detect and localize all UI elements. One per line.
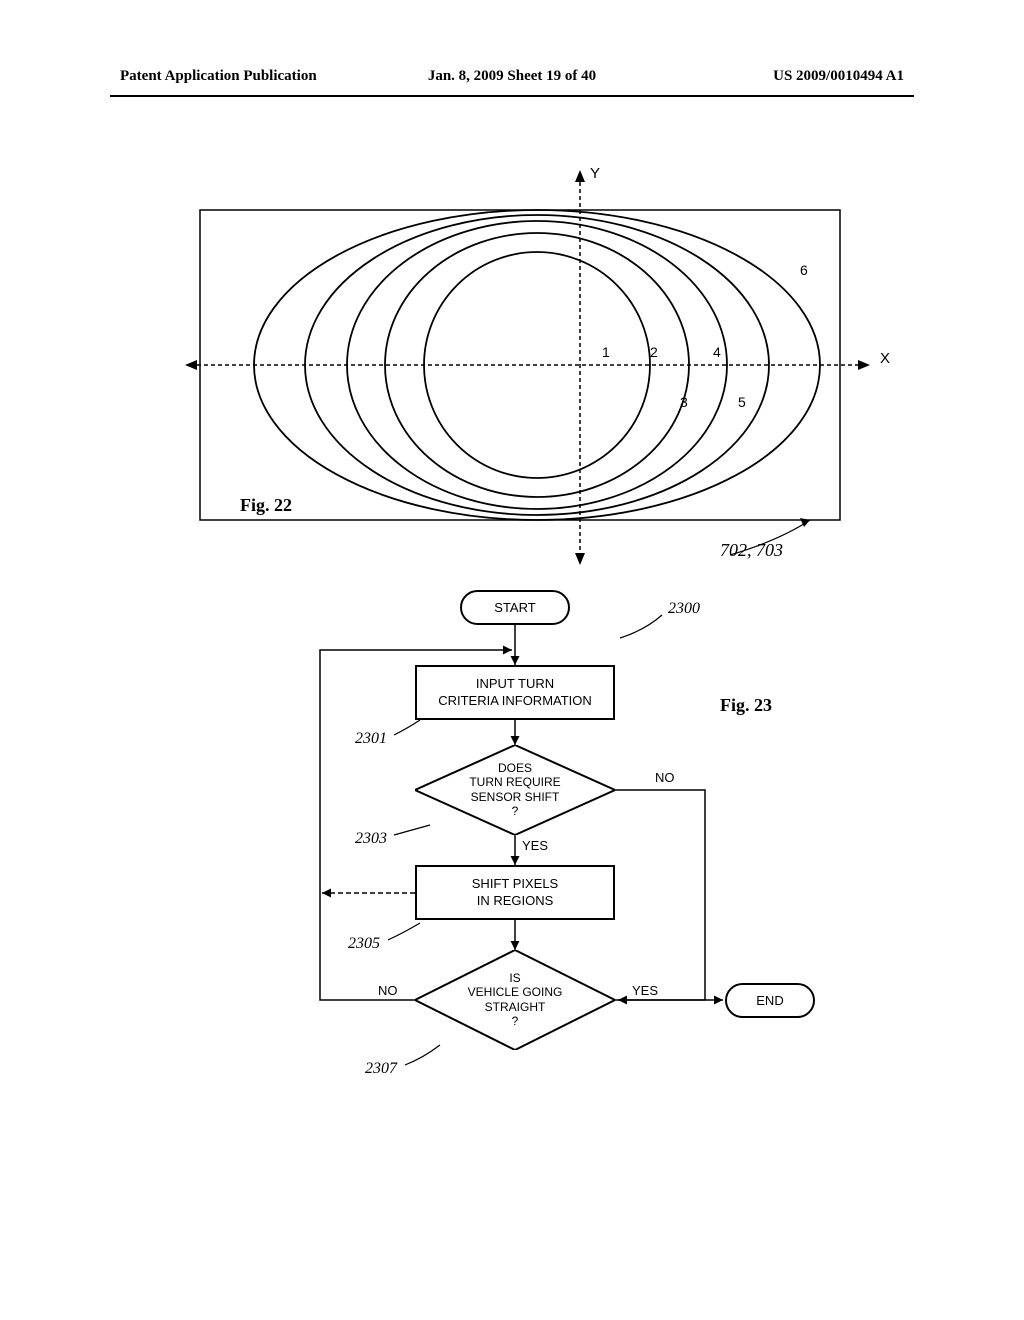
ref-2300: 2300 bbox=[668, 600, 700, 618]
dec1-label: DOES TURN REQUIRE SENSOR SHIFT ? bbox=[435, 761, 595, 819]
region-2: 2 bbox=[650, 344, 658, 360]
ref-2305: 2305 bbox=[348, 935, 380, 953]
ref-2303: 2303 bbox=[355, 830, 387, 848]
start-label: START bbox=[494, 600, 535, 615]
header-rule bbox=[110, 95, 914, 97]
dec2-yes-label: YES bbox=[632, 983, 658, 998]
header-left: Patent Application Publication bbox=[120, 68, 381, 85]
dec1-no-label: NO bbox=[655, 770, 675, 785]
flow-decision-sensor-shift: DOES TURN REQUIRE SENSOR SHIFT ? bbox=[415, 745, 615, 835]
region-1: 1 bbox=[602, 344, 610, 360]
shift-label: SHIFT PIXELS IN REGIONS bbox=[472, 876, 558, 910]
fig23-edges bbox=[260, 580, 860, 1140]
end-label: END bbox=[756, 993, 783, 1008]
dec1-yes-label: YES bbox=[522, 838, 548, 853]
region-3: 3 bbox=[680, 394, 688, 410]
region-5: 5 bbox=[738, 394, 746, 410]
flow-input-criteria: INPUT TURN CRITERIA INFORMATION bbox=[415, 665, 615, 720]
axis-x-label: X bbox=[880, 350, 890, 367]
input-label: INPUT TURN CRITERIA INFORMATION bbox=[438, 676, 592, 710]
header-center: Jan. 8, 2009 Sheet 19 of 40 bbox=[381, 68, 642, 85]
flow-shift-pixels: SHIFT PIXELS IN REGIONS bbox=[415, 865, 615, 920]
page-header: Patent Application Publication Jan. 8, 2… bbox=[0, 68, 1024, 85]
dec2-label: IS VEHICLE GOING STRAIGHT ? bbox=[435, 971, 595, 1029]
fig22-refnum: 702, 703 bbox=[720, 540, 783, 561]
flow-end: END bbox=[725, 983, 815, 1018]
fig23-caption: Fig. 23 bbox=[720, 695, 772, 716]
fig22-caption: Fig. 22 bbox=[240, 495, 292, 516]
dec2-no-label: NO bbox=[378, 983, 398, 998]
figure-23: START INPUT TURN CRITERIA INFORMATION DO… bbox=[260, 580, 860, 1160]
header-right: US 2009/0010494 A1 bbox=[643, 68, 904, 85]
flow-decision-straight: IS VEHICLE GOING STRAIGHT ? bbox=[415, 950, 615, 1050]
ref-2307: 2307 bbox=[365, 1060, 397, 1078]
region-4: 4 bbox=[713, 344, 721, 360]
region-6: 6 bbox=[800, 262, 808, 278]
flow-start: START bbox=[460, 590, 570, 625]
axis-y-label: Y bbox=[590, 165, 600, 182]
ref-2301: 2301 bbox=[355, 730, 387, 748]
